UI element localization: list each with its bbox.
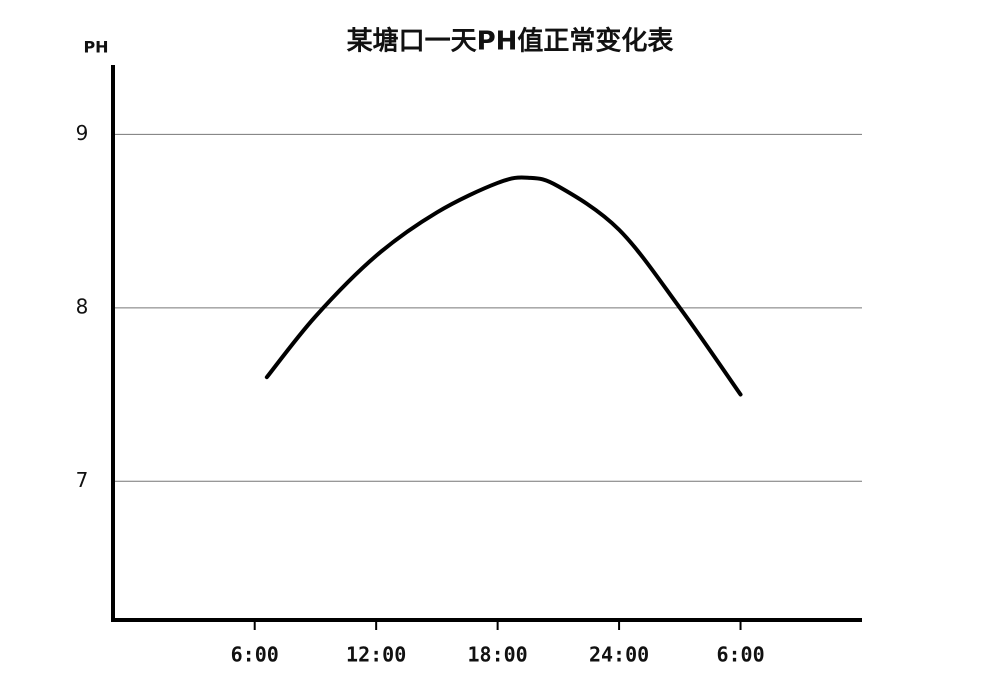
y-tick-label: 9 (76, 121, 89, 145)
x-tick-label: 24:00 (589, 643, 649, 667)
y-tick-label: 8 (76, 294, 89, 318)
y-axis-label: PH (83, 38, 108, 57)
chart-title: 某塘口一天PH值正常变化表 (347, 26, 675, 57)
x-tick-label: 12:00 (346, 643, 406, 667)
x-tick-label: 18:00 (468, 643, 528, 667)
line (264, 175, 743, 397)
x-tick-label: 6:00 (716, 643, 764, 667)
y-tick-label: 7 (76, 468, 89, 492)
x-tick-label: 6:00 (231, 643, 279, 667)
